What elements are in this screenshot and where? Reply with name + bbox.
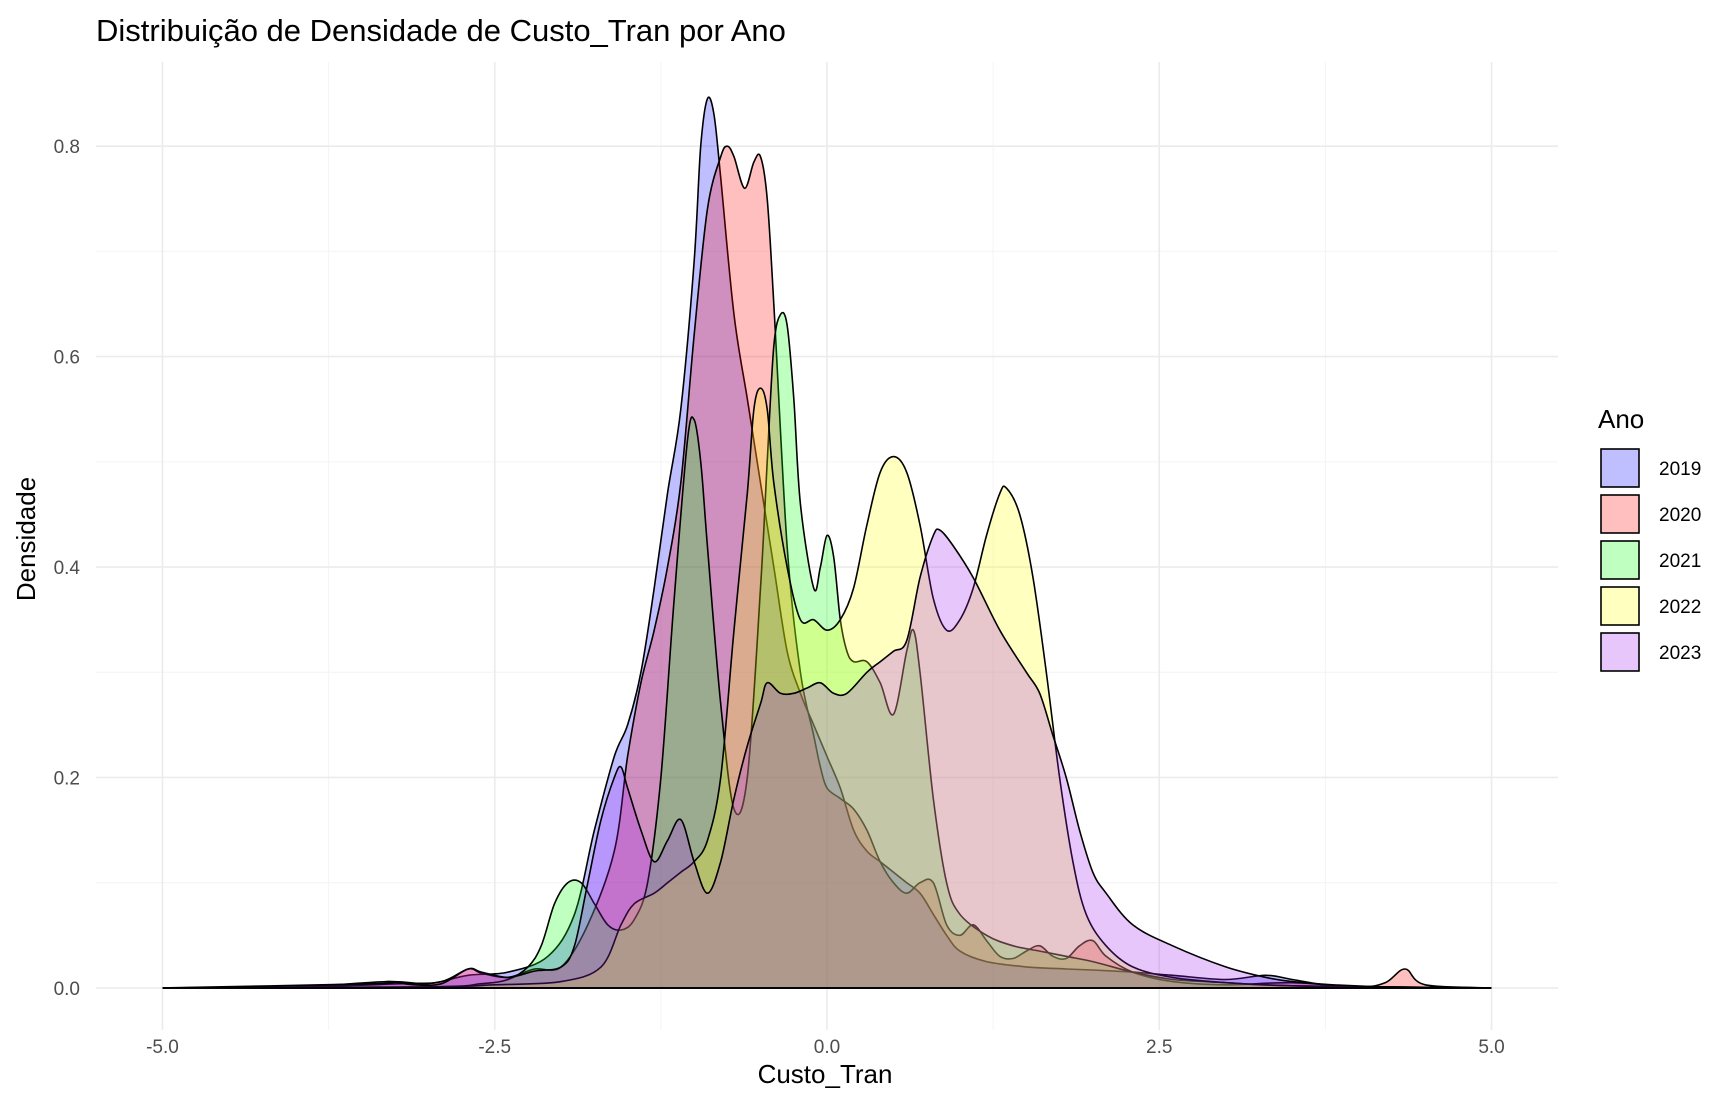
y-axis-title: Densidade: [11, 477, 41, 601]
y-tick-label: 0.4: [54, 558, 81, 579]
y-tick-label: 0.2: [54, 768, 80, 789]
legend-swatch-2020: [1600, 494, 1640, 534]
legend-swatch-2021: [1600, 540, 1640, 580]
legend-swatch-2022: [1600, 586, 1640, 626]
density-area-2019: [162, 96, 1492, 989]
y-tick-label: 0.0: [54, 979, 80, 1000]
y-tick-label: 0.6: [54, 348, 80, 369]
legend-key-2023: [1600, 632, 1640, 672]
legend-key-2019: [1600, 448, 1640, 488]
density-area-2020: [162, 145, 1492, 989]
legend-key-2022: [1600, 586, 1640, 626]
legend-swatch-2023: [1600, 632, 1640, 672]
legend-swatch-2019: [1600, 448, 1640, 488]
axis-ticks: -5.0 -2.5 0.0 2.5 5.0 0.0 0.2 0.4 0.6 0.8: [54, 137, 1505, 1058]
x-tick-label: 5.0: [1478, 1037, 1504, 1058]
legend-label-2020: 2020: [1659, 505, 1701, 526]
x-tick-label: 0.0: [814, 1037, 840, 1058]
legend-label-2023: 2023: [1659, 643, 1701, 664]
legend-key-2020: [1600, 494, 1640, 534]
density-series: [162, 96, 1492, 989]
x-axis-title: Custo_Tran: [758, 1059, 893, 1089]
y-tick-label: 0.8: [54, 137, 80, 158]
legend: Ano 2019 2020 2021 2022 2023: [1598, 404, 1701, 672]
legend-label-2019: 2019: [1659, 459, 1701, 480]
legend-title: Ano: [1598, 404, 1644, 434]
legend-label-2021: 2021: [1659, 551, 1701, 572]
density-area-2023: [162, 528, 1492, 989]
x-tick-label: -5.0: [146, 1037, 179, 1058]
x-tick-label: 2.5: [1146, 1037, 1172, 1058]
density-area-2021: [162, 311, 1492, 989]
legend-key-2021: [1600, 540, 1640, 580]
legend-label-2022: 2022: [1659, 597, 1701, 618]
chart-title: Distribuição de Densidade de Custo_Tran …: [96, 13, 786, 48]
x-tick-label: -2.5: [478, 1037, 511, 1058]
